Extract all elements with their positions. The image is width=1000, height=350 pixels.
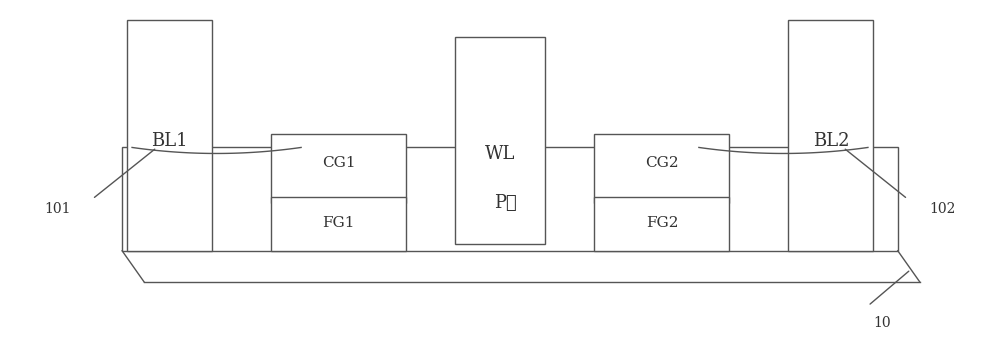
Bar <box>594 134 729 203</box>
Text: 10: 10 <box>873 316 891 330</box>
Text: FG1: FG1 <box>323 216 355 230</box>
Bar <box>455 37 545 244</box>
Text: P型: P型 <box>494 194 516 211</box>
Text: CG1: CG1 <box>322 156 356 170</box>
Bar <box>271 134 406 203</box>
Text: CG2: CG2 <box>645 156 679 170</box>
Bar <box>788 20 873 251</box>
Bar <box>271 197 406 251</box>
Bar <box>594 197 729 251</box>
Text: BL2: BL2 <box>813 132 849 149</box>
Bar <box>127 20 212 251</box>
Bar <box>122 147 898 251</box>
Text: WL: WL <box>485 145 515 163</box>
Text: FG2: FG2 <box>646 216 678 230</box>
Text: 102: 102 <box>929 202 956 216</box>
Text: 101: 101 <box>44 202 71 216</box>
Text: BL1: BL1 <box>152 132 188 149</box>
